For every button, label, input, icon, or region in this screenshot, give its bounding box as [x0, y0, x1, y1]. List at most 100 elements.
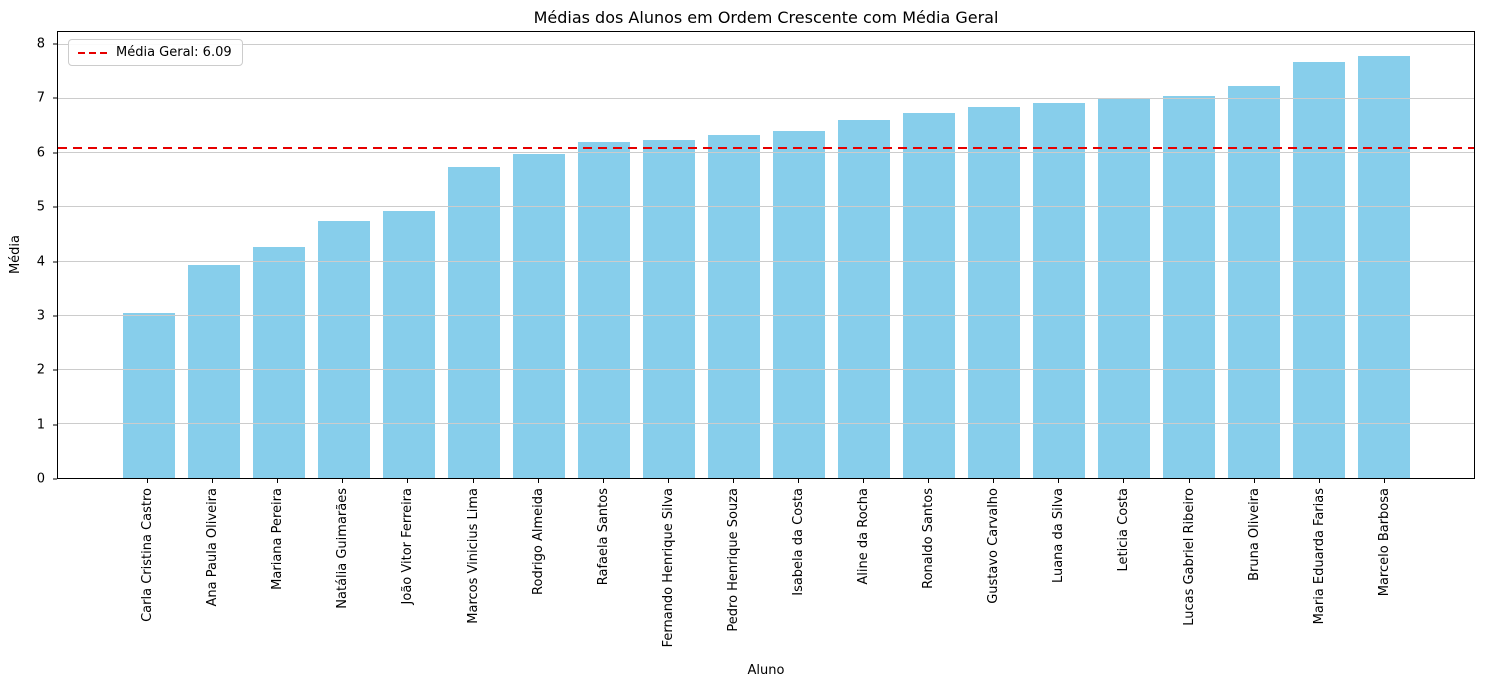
ytick-mark-2 [53, 369, 57, 371]
xtick-col-marcos-vinicius-lima: Marcos Vinicius Lima [440, 479, 505, 657]
xtick-label-rodrigo-almeida: Rodrigo Almeida [530, 488, 546, 595]
xtick-mark [993, 479, 995, 483]
bar-col-bruna-oliveira [1221, 32, 1286, 478]
ytick-label-2: 2 [36, 362, 45, 378]
ytick-label-3: 3 [36, 308, 45, 324]
mean-line [58, 147, 1474, 150]
xtick-col-gustavo-carvalho: Gustavo Carvalho [961, 479, 1026, 657]
bar-col-mariana-pereira [246, 32, 311, 478]
ytick-label-0: 0 [36, 471, 45, 487]
ytick-label-8: 8 [36, 36, 45, 52]
xtick-col-lucas-gabriel-ribeiro: Lucas Gabriel Ribeiro [1157, 479, 1222, 657]
xtick-label-ronaldo-santos: Ronaldo Santos [921, 488, 937, 589]
xtick-label-marcelo-barbosa: Marcelo Barbosa [1376, 488, 1392, 597]
ytick-label-4: 4 [36, 254, 45, 270]
plot-area: Média Geral: 6.09 [57, 31, 1475, 479]
x-axis-label: Aluno [747, 663, 785, 678]
xtick-mark [1188, 479, 1190, 483]
bar-isabela-da-costa [772, 130, 825, 478]
bar-joao-vitor-ferreira [382, 211, 435, 478]
xtick-label-joao-vitor-ferreira: João Vitor Ferreira [400, 488, 416, 605]
bar-aline-da-rocha [837, 120, 890, 478]
xtick-mark [407, 479, 409, 483]
ytick-mark-5 [53, 206, 57, 208]
y-axis-ticks: 0 1 2 3 4 5 6 7 8 [0, 31, 57, 486]
bar-pedro-henrique-souza [707, 135, 760, 478]
y-axis-label-wrap: Média [6, 31, 24, 479]
bar-col-pedro-henrique-souza [701, 32, 766, 478]
xtick-col-aline-da-rocha: Aline da Rocha [831, 479, 896, 657]
bar-natalia-guimaraes [317, 220, 370, 478]
xtick-label-ana-paula-oliveira: Ana Paula Oliveira [205, 488, 221, 607]
bar-lucas-gabriel-ribeiro [1162, 95, 1215, 478]
ytick-mark-3 [53, 315, 57, 317]
bar-marcos-vinicius-lima [447, 167, 500, 478]
bar-col-leticia-costa [1091, 32, 1156, 478]
bar-col-carla-cristina-castro [116, 32, 181, 478]
bar-col-ronaldo-santos [896, 32, 961, 478]
bar-mariana-pereira [252, 246, 305, 478]
bar-col-aline-da-rocha [831, 32, 896, 478]
xtick-mark [928, 479, 930, 483]
xtick-label-marcos-vinicius-lima: Marcos Vinicius Lima [465, 488, 481, 624]
xtick-col-ana-paula-oliveira: Ana Paula Oliveira [180, 479, 245, 657]
ytick-mark-4 [53, 261, 57, 263]
bars-container [58, 32, 1474, 478]
xtick-mark [797, 479, 799, 483]
xtick-col-luana-da-silva: Luana da Silva [1026, 479, 1091, 657]
xtick-label-leticia-costa: Leticia Costa [1116, 488, 1132, 572]
bar-col-maria-eduarda-farias [1286, 32, 1351, 478]
bar-col-fernando-henrique-silva [636, 32, 701, 478]
xtick-mark [602, 479, 604, 483]
xtick-col-carla-cristina-castro: Carla Cristina Castro [115, 479, 180, 657]
xtick-mark [1123, 479, 1125, 483]
ytick-label-5: 5 [36, 199, 45, 215]
xtick-mark [472, 479, 474, 483]
bar-col-luana-da-silva [1026, 32, 1091, 478]
bar-col-natalia-guimaraes [311, 32, 376, 478]
xtick-label-pedro-henrique-souza: Pedro Henrique Souza [725, 488, 741, 632]
xtick-label-aline-da-rocha: Aline da Rocha [856, 488, 872, 585]
x-axis-ticks: Carla Cristina Castro Ana Paula Oliveira M… [57, 479, 1475, 657]
xtick-label-bruna-oliveira: Bruna Oliveira [1246, 488, 1262, 581]
xtick-label-maria-eduarda-farias: Maria Eduarda Farias [1311, 488, 1327, 625]
xtick-label-rafaela-santos: Rafaela Santos [595, 488, 611, 586]
ytick-mark-0 [53, 478, 57, 480]
legend: Média Geral: 6.09 [68, 39, 243, 66]
bar-col-rodrigo-almeida [506, 32, 571, 478]
ytick-label-7: 7 [36, 90, 45, 106]
xtick-mark [147, 479, 149, 483]
bar-ronaldo-santos [902, 113, 955, 478]
xtick-mark [667, 479, 669, 483]
xtick-mark [1253, 479, 1255, 483]
xtick-mark [277, 479, 279, 483]
bar-carla-cristina-castro [122, 312, 175, 478]
xtick-mark [732, 479, 734, 483]
xtick-mark [1383, 479, 1385, 483]
xtick-col-ronaldo-santos: Ronaldo Santos [896, 479, 961, 657]
xtick-mark [342, 479, 344, 483]
bar-col-gustavo-carvalho [961, 32, 1026, 478]
bar-col-marcelo-barbosa [1351, 32, 1416, 478]
xtick-label-fernando-henrique-silva: Fernando Henrique Silva [660, 488, 676, 648]
bar-gustavo-carvalho [967, 106, 1020, 478]
xtick-label-carla-cristina-castro: Carla Cristina Castro [140, 488, 156, 622]
y-axis-label: Média [7, 235, 23, 275]
xtick-label-gustavo-carvalho: Gustavo Carvalho [986, 488, 1002, 604]
bar-col-joao-vitor-ferreira [376, 32, 441, 478]
xtick-col-pedro-henrique-souza: Pedro Henrique Souza [701, 479, 766, 657]
bar-rodrigo-almeida [512, 154, 565, 478]
ytick-mark-6 [53, 152, 57, 154]
bar-fernando-henrique-silva [642, 139, 695, 478]
bar-marcelo-barbosa [1357, 55, 1410, 478]
bar-col-marcos-vinicius-lima [441, 32, 506, 478]
xtick-col-bruna-oliveira: Bruna Oliveira [1222, 479, 1287, 657]
bar-bruna-oliveira [1227, 85, 1280, 478]
xtick-label-isabela-da-costa: Isabela da Costa [790, 488, 806, 596]
bar-ana-paula-oliveira [187, 265, 240, 478]
bar-maria-eduarda-farias [1292, 62, 1345, 478]
xtick-mark [1318, 479, 1320, 483]
xtick-col-rafaela-santos: Rafaela Santos [571, 479, 636, 657]
xtick-col-marcelo-barbosa: Marcelo Barbosa [1352, 479, 1417, 657]
